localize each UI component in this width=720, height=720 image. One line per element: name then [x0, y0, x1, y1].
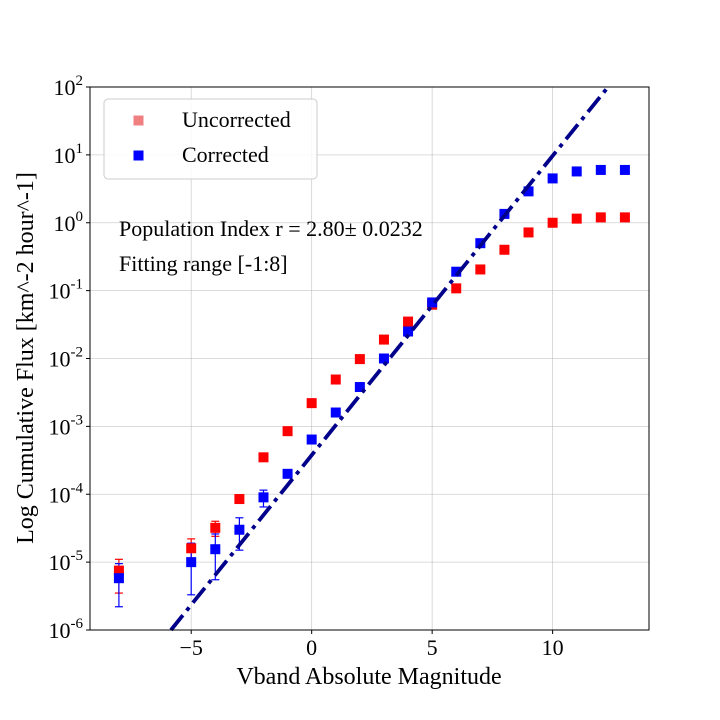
marker-corrected — [354, 382, 365, 393]
marker-uncorrected — [475, 264, 486, 275]
y-tick-label: 10-2 — [49, 345, 84, 372]
marker-corrected — [234, 524, 245, 535]
marker-corrected — [571, 166, 582, 177]
x-tick-label: 0 — [306, 635, 317, 660]
x-axis-label: Vband Absolute Magnitude — [236, 664, 501, 690]
legend: Uncorrected Corrected — [103, 98, 318, 180]
marker-uncorrected — [282, 426, 293, 437]
marker-corrected — [113, 573, 124, 584]
marker-uncorrected — [210, 522, 221, 533]
y-tick-label: 101 — [54, 141, 84, 168]
marker-uncorrected — [619, 212, 630, 223]
x-tick-label: 10 — [542, 635, 564, 660]
marker-corrected — [210, 544, 221, 555]
marker-uncorrected — [451, 283, 462, 294]
y-tick-label: 10-1 — [49, 277, 84, 304]
marker-corrected — [378, 353, 389, 364]
legend-swatch-corrected — [133, 150, 144, 161]
marker-corrected — [306, 434, 317, 445]
marker-corrected — [619, 164, 630, 175]
data-markers — [113, 164, 630, 584]
legend-label-uncorrected: Uncorrected — [182, 107, 291, 132]
y-tick-label: 10-4 — [49, 480, 84, 507]
marker-uncorrected — [499, 244, 510, 255]
y-tick-label: 10-6 — [49, 616, 84, 643]
fitting-range-annotation: Fitting range [-1:8] — [119, 251, 288, 276]
marker-uncorrected — [378, 334, 389, 345]
marker-corrected — [186, 557, 197, 568]
fit-line — [169, 85, 610, 632]
y-tick-label: 102 — [54, 73, 84, 100]
y-axis-ticks: 10-6 10-5 10-4 10-3 10-2 10-1 100 101 102 — [49, 73, 90, 643]
y-axis-label: Log Cumulative Flux [km^-2 hour^-1] — [13, 172, 39, 544]
marker-uncorrected — [571, 213, 582, 224]
marker-corrected — [523, 186, 534, 197]
marker-corrected — [282, 468, 293, 479]
legend-label-corrected: Corrected — [182, 142, 269, 167]
population-index-annotation: Population Index r = 2.80± 0.0232 — [119, 216, 423, 241]
marker-corrected — [451, 266, 462, 277]
marker-uncorrected — [258, 452, 269, 463]
legend-box — [103, 98, 318, 180]
marker-corrected — [258, 492, 269, 503]
marker-corrected — [330, 407, 341, 418]
marker-uncorrected — [354, 354, 365, 365]
x-axis-ticks: −5 0 5 10 — [179, 630, 564, 660]
marker-uncorrected — [547, 217, 558, 228]
marker-uncorrected — [113, 565, 124, 576]
x-tick-label: 5 — [427, 635, 438, 660]
marker-uncorrected — [403, 316, 414, 327]
x-tick-label: −5 — [179, 635, 202, 660]
y-tick-label: 10-3 — [49, 412, 84, 439]
fit-line-group — [169, 85, 610, 632]
marker-uncorrected — [234, 494, 245, 505]
marker-uncorrected — [186, 543, 197, 554]
marker-uncorrected — [306, 398, 317, 409]
y-tick-label: 10-5 — [49, 548, 84, 575]
marker-corrected — [403, 326, 414, 337]
y-tick-label: 100 — [54, 209, 84, 236]
marker-corrected — [547, 173, 558, 184]
marker-uncorrected — [330, 374, 341, 385]
marker-corrected — [427, 297, 438, 308]
legend-swatch-uncorrected — [133, 115, 144, 126]
marker-uncorrected — [595, 212, 606, 223]
marker-uncorrected — [523, 227, 534, 238]
marker-corrected — [595, 164, 606, 175]
